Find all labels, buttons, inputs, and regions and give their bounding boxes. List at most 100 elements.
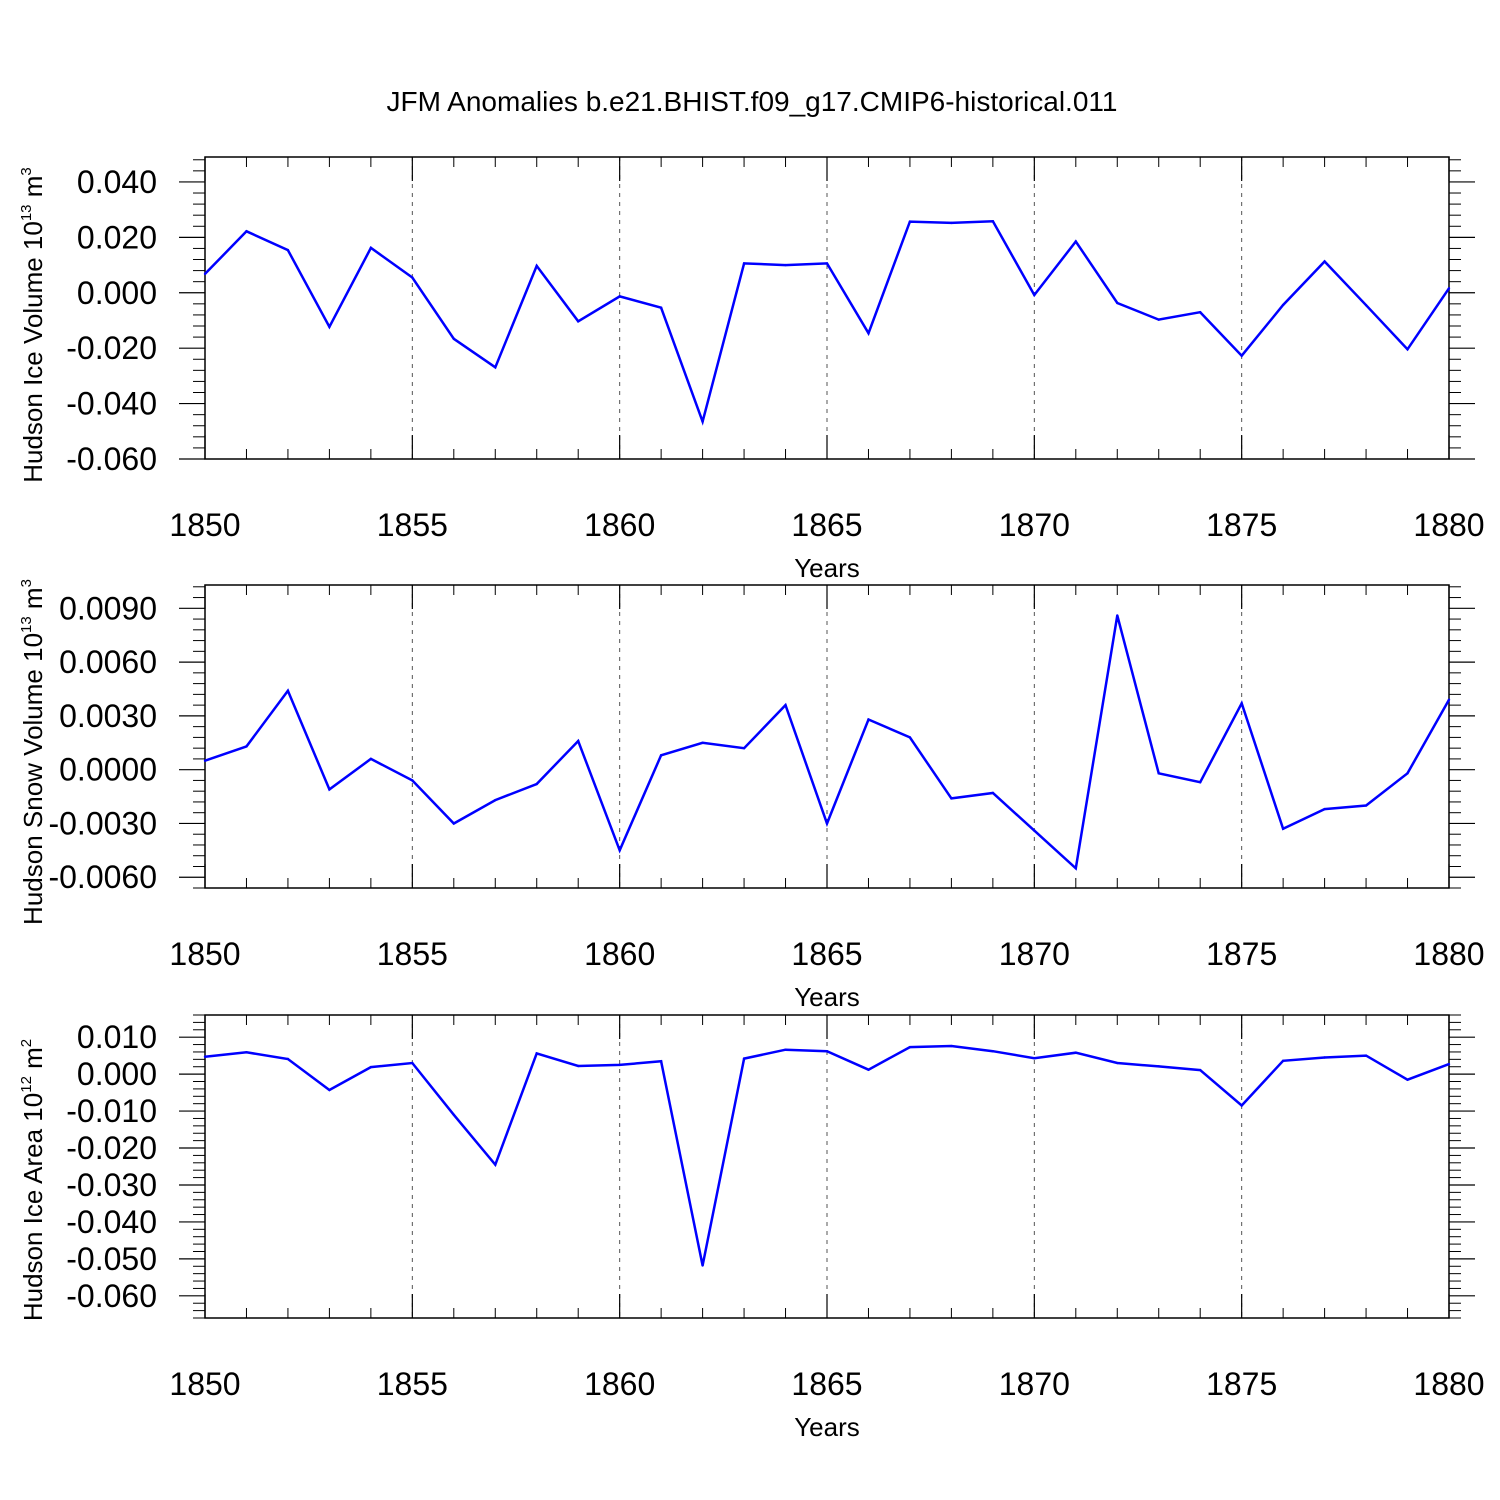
data-point bbox=[245, 1051, 248, 1054]
data-point bbox=[452, 1113, 455, 1116]
y-tick-label: -0.060 bbox=[66, 441, 157, 477]
data-point bbox=[1074, 867, 1078, 870]
y-tick-label: -0.050 bbox=[66, 1241, 157, 1277]
data-point bbox=[286, 1057, 290, 1061]
data-point bbox=[1323, 260, 1326, 263]
data-point bbox=[452, 337, 455, 340]
data-point bbox=[701, 1264, 704, 1267]
x-tick-label: 1865 bbox=[791, 936, 862, 972]
y-tick-label: 0.000 bbox=[77, 275, 157, 311]
data-point bbox=[908, 1045, 912, 1049]
data-point bbox=[1281, 827, 1285, 831]
data-point bbox=[950, 797, 953, 800]
data-point bbox=[784, 703, 787, 707]
x-tick-label: 1855 bbox=[377, 936, 448, 972]
data-point bbox=[1199, 1068, 1202, 1072]
data-point bbox=[1364, 304, 1368, 307]
x-tick-label: 1875 bbox=[1206, 507, 1277, 543]
plot-frame bbox=[204, 1014, 1450, 1319]
data-point bbox=[535, 264, 538, 268]
y-axis-label-unit: m bbox=[18, 1047, 48, 1076]
x-tick-label: 1850 bbox=[169, 936, 240, 972]
data-point bbox=[1240, 1104, 1243, 1107]
data-point bbox=[577, 320, 580, 323]
data-point bbox=[742, 262, 746, 265]
data-point bbox=[369, 757, 373, 761]
y-axis-label-unit: m bbox=[18, 176, 48, 205]
chart-title: JFM Anomalies b.e21.BHIST.f09_g17.CMIP6-… bbox=[387, 86, 1118, 117]
data-point bbox=[203, 1055, 207, 1058]
data-point bbox=[535, 1052, 538, 1055]
data-point bbox=[991, 1050, 995, 1053]
plot-frame bbox=[204, 156, 1450, 460]
data-point bbox=[494, 1163, 497, 1166]
data-point bbox=[908, 220, 912, 223]
data-point bbox=[452, 822, 455, 825]
y-tick-label: -0.020 bbox=[66, 330, 157, 366]
y-tick-label: 0.010 bbox=[77, 1019, 157, 1055]
data-point bbox=[1406, 1078, 1409, 1081]
data-point bbox=[867, 718, 870, 721]
x-tick-label: 1875 bbox=[1206, 1366, 1277, 1402]
x-axis-label: Years bbox=[794, 1412, 860, 1442]
data-point bbox=[991, 791, 995, 795]
data-point bbox=[245, 745, 248, 748]
data-point bbox=[784, 1048, 787, 1051]
panel-1: 1850 1855 1860 1865 1870 1875 1880 0.040 0.020 0.… bbox=[18, 156, 1485, 583]
y-tick-label: 0.040 bbox=[77, 164, 157, 200]
data-point bbox=[1447, 1062, 1451, 1066]
data-point bbox=[577, 739, 580, 743]
x-tick-label: 1860 bbox=[584, 507, 655, 543]
data-point bbox=[1447, 698, 1451, 701]
data-point bbox=[1364, 804, 1368, 807]
data-point bbox=[411, 1061, 414, 1065]
data-point bbox=[618, 295, 621, 298]
data-point bbox=[494, 366, 497, 369]
y-axis-label: Hudson Ice Volume 1013 m3 bbox=[18, 167, 48, 483]
data-point bbox=[1406, 348, 1409, 351]
y-axis-label: Hudson Ice Area 1012 m2 bbox=[18, 1039, 48, 1321]
y-axis-label-exponent: 12 bbox=[18, 1076, 35, 1093]
y-axis-label-text: Hudson Ice Volume 10 bbox=[18, 221, 48, 483]
y-tick-label: 0.000 bbox=[77, 1056, 157, 1092]
data-point bbox=[1281, 1059, 1285, 1063]
y-tick-label: -0.040 bbox=[66, 1204, 157, 1240]
data-point bbox=[1074, 1051, 1078, 1054]
y-axis-label: Hudson Snow Volume 1013 m3 bbox=[18, 579, 48, 925]
y-tick-label: 0.020 bbox=[77, 219, 157, 255]
x-tick-label: 1855 bbox=[377, 1366, 448, 1402]
data-point bbox=[867, 1068, 870, 1071]
data-point bbox=[908, 736, 912, 739]
data-point bbox=[577, 1064, 580, 1068]
x-tick-label: 1880 bbox=[1413, 936, 1484, 972]
data-point bbox=[1033, 829, 1036, 832]
data-point bbox=[659, 754, 663, 757]
data-point bbox=[1033, 293, 1036, 297]
data-point bbox=[701, 420, 704, 423]
x-tick-label: 1865 bbox=[791, 1366, 862, 1402]
y-axis-label-text: Hudson Ice Area 10 bbox=[18, 1093, 48, 1321]
data-point bbox=[1364, 1054, 1368, 1057]
data-point bbox=[784, 263, 787, 267]
y-axis-label-unit: m bbox=[18, 587, 48, 616]
x-tick-label: 1860 bbox=[584, 936, 655, 972]
data-point bbox=[328, 325, 331, 329]
data-point bbox=[825, 1050, 829, 1053]
plot-frame bbox=[204, 584, 1450, 889]
panel-2: 1850 1855 1860 1865 1870 1875 1880 0.0090 0.0060… bbox=[18, 579, 1485, 1012]
data-point bbox=[1116, 1061, 1119, 1065]
y-axis-label-unit-exponent: 3 bbox=[18, 579, 35, 587]
data-point bbox=[203, 272, 207, 276]
data-point bbox=[1157, 318, 1160, 321]
data-point bbox=[1074, 240, 1078, 243]
data-point bbox=[245, 230, 248, 233]
x-tick-label: 1870 bbox=[999, 1366, 1070, 1402]
y-tick-label: 0.0060 bbox=[59, 644, 157, 680]
x-tick-label: 1850 bbox=[169, 507, 240, 543]
data-point bbox=[369, 246, 373, 250]
y-tick-label: 0.0090 bbox=[59, 590, 157, 626]
x-tick-label: 1870 bbox=[999, 507, 1070, 543]
data-point bbox=[1116, 301, 1119, 305]
y-tick-label: -0.0060 bbox=[48, 859, 157, 895]
